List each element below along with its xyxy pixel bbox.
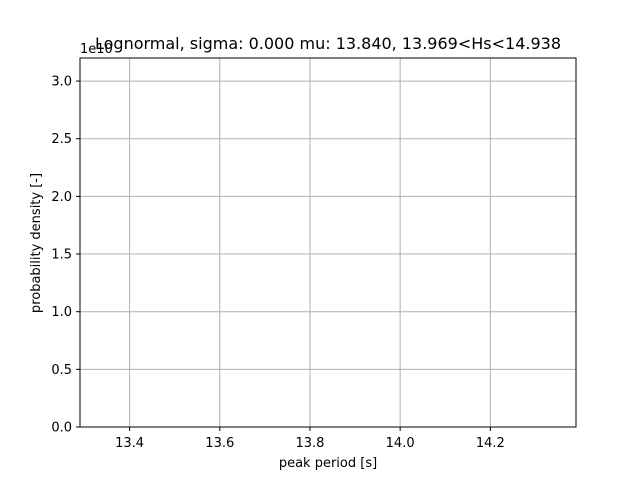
y-tick-label: 0.0: [51, 421, 72, 436]
y-offset-label: 1e10: [80, 42, 113, 57]
x-tick-label: 13.8: [295, 436, 324, 451]
grid-lines: [80, 58, 576, 428]
y-axis-label: probability density [-]: [29, 173, 44, 313]
x-axis-ticks: 13.4 13.6 13.8 14.0 14.2: [115, 427, 505, 451]
y-tick-label: 1.0: [51, 305, 72, 320]
x-tick-label: 14.0: [386, 436, 415, 451]
x-tick-label: 13.6: [205, 436, 234, 451]
y-tick-label: 2.5: [51, 132, 72, 147]
x-tick-label: 13.4: [115, 436, 144, 451]
y-tick-label: 1.5: [51, 248, 72, 263]
plot-area: [79, 57, 577, 428]
y-tick-label: 0.5: [51, 363, 72, 378]
x-tick-label: 14.2: [476, 436, 505, 451]
x-axis-label: peak period [s]: [279, 456, 377, 471]
y-axis-ticks: 0.0 0.5 1.0 1.5 2.0 2.5 3.0: [51, 75, 80, 436]
chart-title: Lognormal, sigma: 0.000 mu: 13.840, 13.9…: [95, 34, 561, 53]
y-tick-label: 2.0: [51, 190, 72, 205]
y-tick-label: 3.0: [51, 75, 72, 90]
